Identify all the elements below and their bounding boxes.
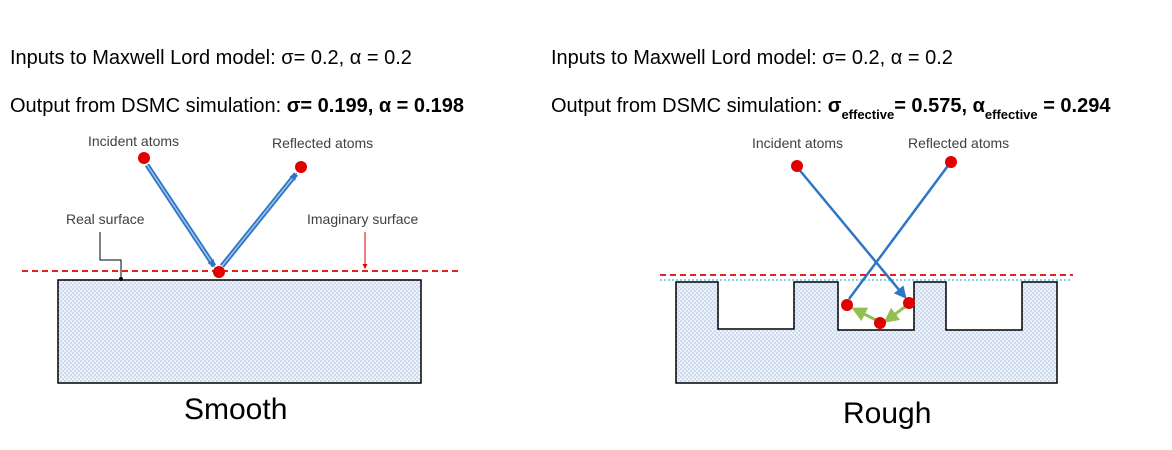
smooth-impact-atom (213, 266, 225, 278)
rough-bounce-arrow-1 (883, 304, 907, 323)
smooth-surface-block (57, 279, 422, 384)
left-inputs-text: Inputs to Maxwell Lord model: σ= 0.2, α … (10, 47, 412, 69)
rough-reflected-atom (945, 156, 957, 168)
smooth-incident-label: Incident atoms (88, 133, 179, 149)
right-output-text: Output from DSMC simulation: σeffective=… (551, 94, 1111, 121)
imaginary-surface-label: Imaginary surface (307, 211, 418, 227)
alpha-symbol: α (972, 95, 985, 117)
left-output-values: σ= 0.199, α = 0.198 (286, 95, 464, 117)
rough-incident-label: Incident atoms (752, 135, 843, 151)
smooth-reflected-atom (295, 161, 307, 173)
sigma-symbol: σ (827, 95, 842, 117)
real-surface-label: Real surface (66, 211, 145, 227)
sigma-value: = 0.575, (894, 95, 973, 117)
alpha-value: = 0.294 (1037, 95, 1111, 117)
rough-bounce-arrow-2 (851, 307, 877, 322)
alpha-subscript: effective (984, 107, 1038, 122)
right-inputs-text: Inputs to Maxwell Lord model: σ= 0.2, α … (551, 47, 953, 69)
rough-atom-right (903, 297, 915, 309)
left-output-prefix: Output from DSMC simulation: (10, 95, 287, 117)
rough-caption: Rough (843, 397, 932, 430)
right-output-prefix: Output from DSMC simulation: (551, 95, 828, 117)
real-surface-leader (99, 232, 122, 278)
smooth-caption: Smooth (184, 393, 288, 426)
rough-atom-bottom (874, 317, 886, 329)
rough-reflected-arrow (847, 162, 952, 300)
rough-incident-atom (791, 160, 803, 172)
rough-diagram: Incident atoms Reflected atoms (660, 135, 1073, 384)
rough-atom-left (841, 299, 853, 311)
rough-surface-block (675, 281, 1058, 384)
sigma-subscript: effective (841, 107, 895, 122)
rough-reflected-label: Reflected atoms (908, 135, 1009, 151)
rough-incident-arrow (796, 166, 907, 299)
smooth-incident-atom (138, 152, 150, 164)
smooth-reflected-label: Reflected atoms (272, 135, 373, 151)
smooth-diagram: Incident atoms Reflected atoms Real surf… (22, 133, 460, 384)
left-output-text: Output from DSMC simulation: σ= 0.199, α… (10, 94, 464, 118)
